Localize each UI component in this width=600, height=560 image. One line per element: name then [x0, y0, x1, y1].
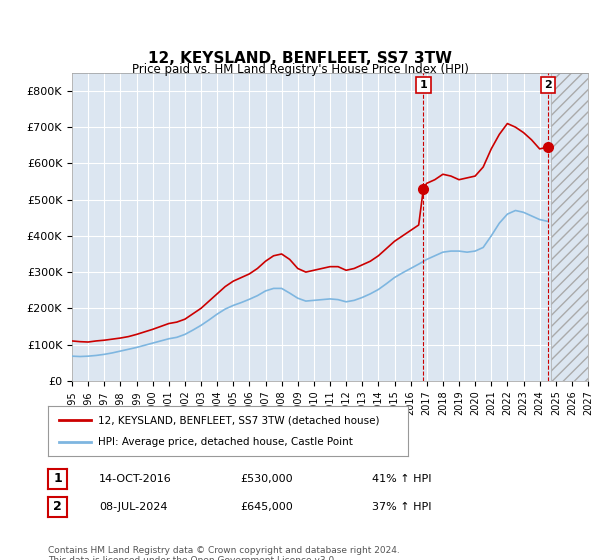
Text: 2: 2: [544, 80, 552, 90]
Text: 08-JUL-2024: 08-JUL-2024: [99, 502, 167, 512]
Bar: [551, 73, 588, 381]
Text: Price paid vs. HM Land Registry's House Price Index (HPI): Price paid vs. HM Land Registry's House …: [131, 63, 469, 77]
Text: HPI: Average price, detached house, Castle Point: HPI: Average price, detached house, Cast…: [98, 437, 353, 447]
Text: 1: 1: [53, 472, 62, 486]
Text: 12, KEYSLAND, BENFLEET, SS7 3TW: 12, KEYSLAND, BENFLEET, SS7 3TW: [148, 52, 452, 66]
Text: 37% ↑ HPI: 37% ↑ HPI: [372, 502, 431, 512]
Text: 12, KEYSLAND, BENFLEET, SS7 3TW (detached house): 12, KEYSLAND, BENFLEET, SS7 3TW (detache…: [98, 415, 380, 425]
Text: £645,000: £645,000: [240, 502, 293, 512]
Text: 1: 1: [419, 80, 427, 90]
Text: 41% ↑ HPI: 41% ↑ HPI: [372, 474, 431, 484]
Text: 2: 2: [53, 500, 62, 514]
Text: 14-OCT-2016: 14-OCT-2016: [99, 474, 172, 484]
Text: £530,000: £530,000: [240, 474, 293, 484]
Text: Contains HM Land Registry data © Crown copyright and database right 2024.
This d: Contains HM Land Registry data © Crown c…: [48, 546, 400, 560]
